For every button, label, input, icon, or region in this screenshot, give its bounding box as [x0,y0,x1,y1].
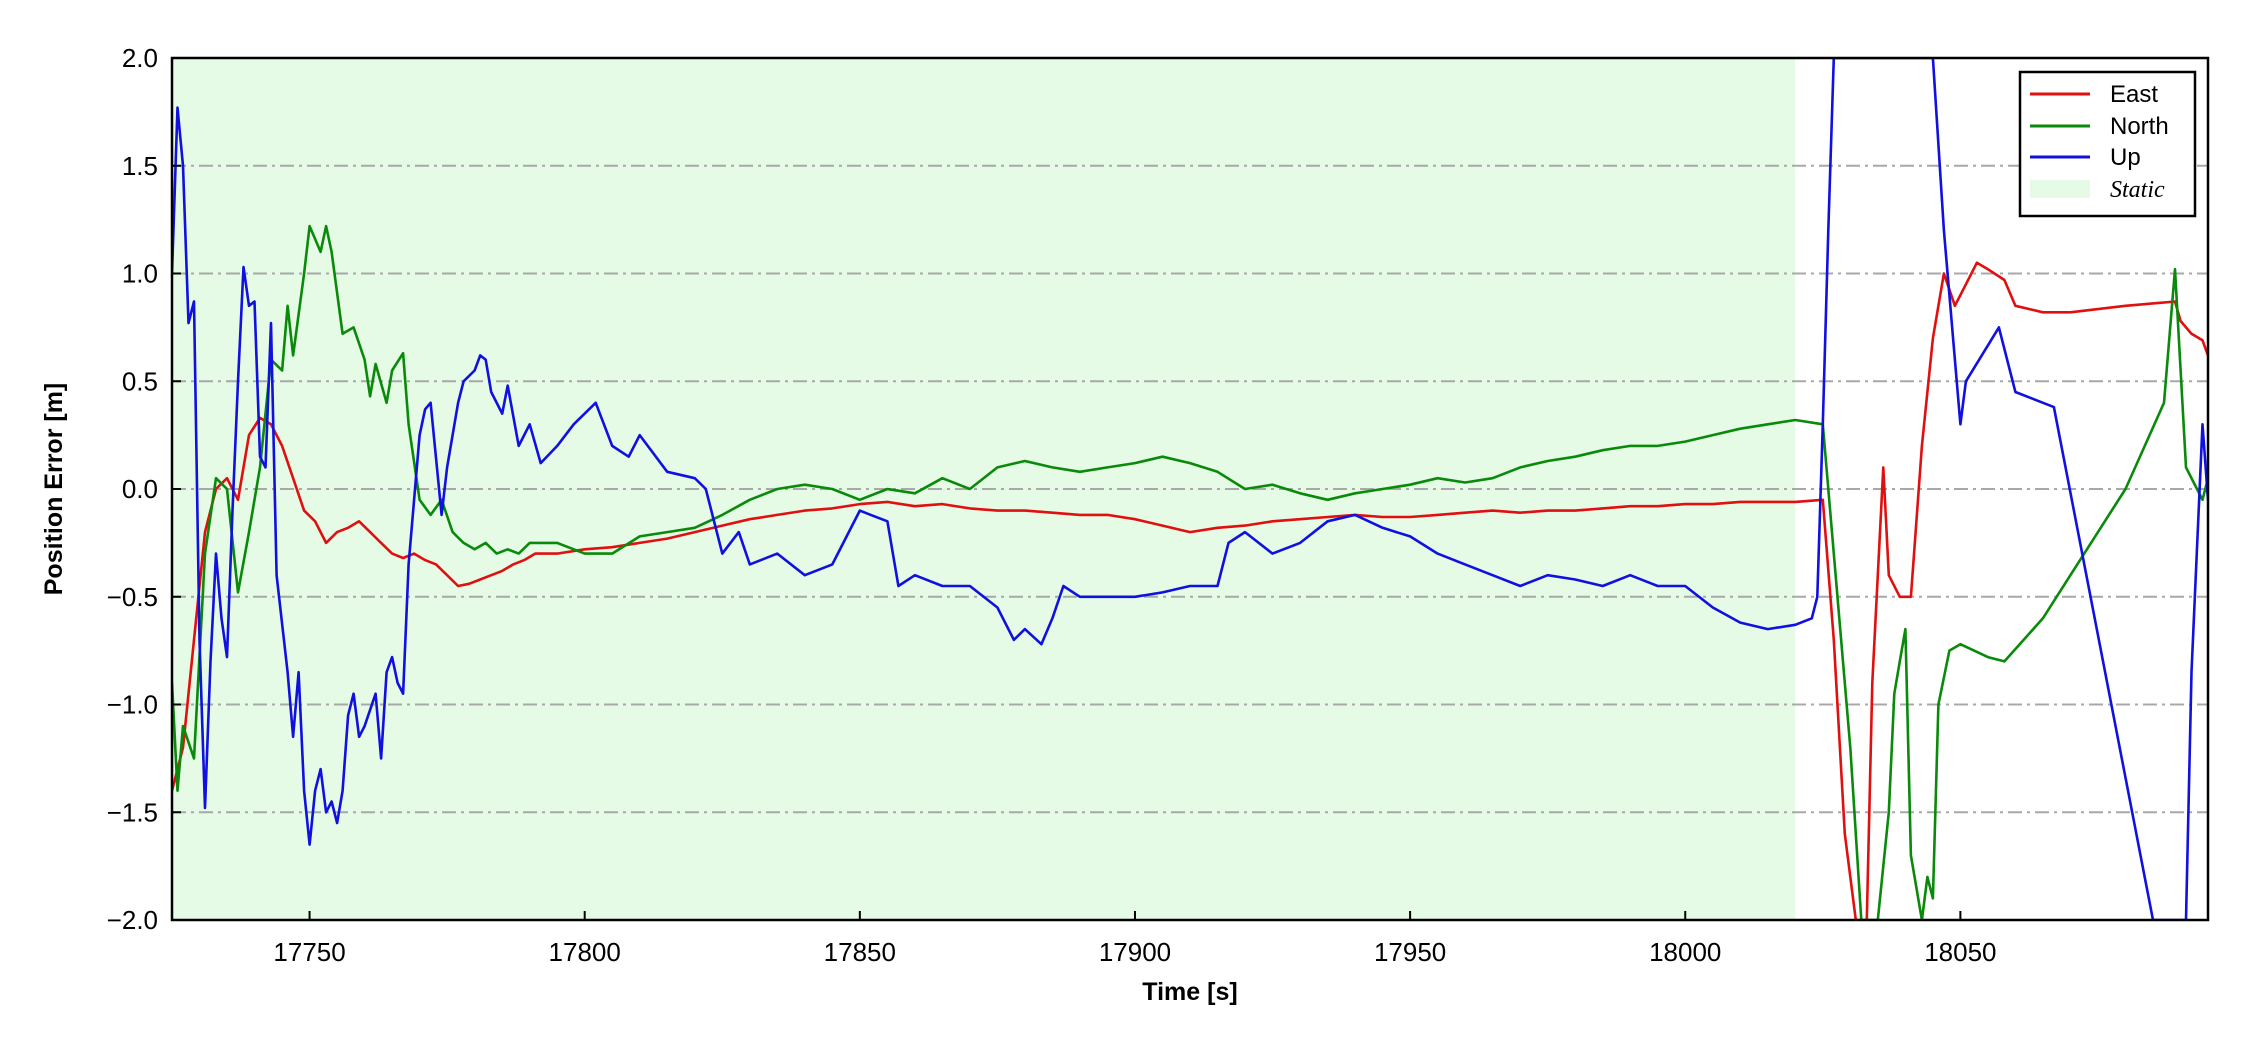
legend: East North Up Static [2018,70,2197,218]
y-tick-label-8: −2.0 [107,905,158,935]
legend-label-static: Static [2110,177,2165,203]
x-tick-label-2: 17850 [824,937,896,967]
x-tick-label-5: 18000 [1649,937,1721,967]
y-axis-title: Position Error [m] [40,383,68,596]
y-tick-label-3: 0.5 [122,366,158,396]
series-line-north [172,224,2208,920]
y-tick-label-5: −0.5 [107,582,158,612]
legend-items: East North Up Static [2030,81,2169,203]
series-lines [172,58,2208,920]
y-tick-label-2: 1.0 [122,259,158,289]
x-tick-label-3: 17900 [1099,937,1171,967]
x-axis-title: Time [s] [1142,978,1237,1006]
y-tick-label-6: −1.0 [107,690,158,720]
x-tick-label-1: 17800 [549,937,621,967]
x-tick-label-4: 17950 [1374,937,1446,967]
y-tick-label-4: 0.0 [122,474,158,504]
legend-swatch-static [2030,180,2090,198]
series-line-up [172,58,2208,920]
y-tick-label-1: 1.5 [122,151,158,181]
legend-label-north: North [2110,113,2169,140]
y-axis-ticks: 2.0 1.5 1.0 0.5 0.0 −0.5 −1.0 −1.5 −2.0 [107,43,181,935]
x-tick-label-6: 18050 [1924,937,1996,967]
legend-label-up: Up [2110,144,2141,171]
gridlines [172,164,2208,814]
series-line-east [172,261,2208,920]
x-tick-label-0: 17750 [273,937,345,967]
legend-label-east: East [2110,81,2158,108]
y-tick-label-0: 2.0 [122,43,158,73]
y-tick-label-7: −1.5 [107,797,158,827]
x-axis-ticks: 17750 17800 17850 17900 17950 18000 18050 [273,911,1997,967]
